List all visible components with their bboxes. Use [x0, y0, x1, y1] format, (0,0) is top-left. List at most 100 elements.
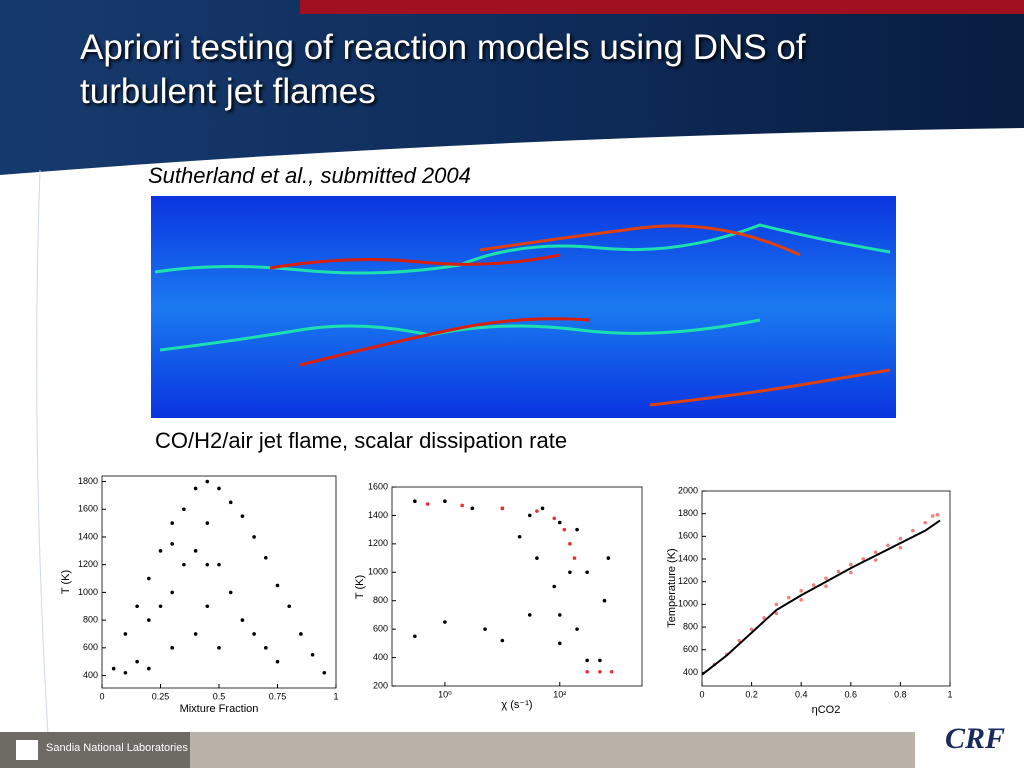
- point: [606, 556, 611, 560]
- point: [158, 549, 163, 553]
- line: [701, 519, 941, 676]
- point: [535, 556, 539, 560]
- organization: Sandia National Laboratories: [46, 742, 188, 754]
- decor-curve: [36, 169, 51, 768]
- point: [500, 638, 505, 643]
- logo: CRF: [945, 722, 1006, 755]
- point: [205, 604, 210, 609]
- point: [923, 520, 927, 525]
- flame-fronts: [154, 223, 891, 407]
- point: [824, 576, 828, 581]
- x-tick-label: 1: [333, 691, 338, 701]
- point: [774, 602, 779, 607]
- y-tick-label: 1000: [368, 567, 388, 577]
- point: [568, 542, 572, 546]
- x-tick-label: 0: [99, 691, 104, 701]
- slide-title: Apriori testing of reaction models using…: [80, 28, 806, 111]
- point: [135, 659, 139, 664]
- point: [762, 616, 766, 620]
- y-tick-label: 800: [373, 595, 388, 605]
- y-tick-label: 1000: [678, 599, 698, 609]
- y-tick-label: 1200: [678, 576, 698, 586]
- point: [811, 583, 816, 587]
- point: [193, 486, 198, 491]
- x-axis-label: χ (s⁻¹): [501, 699, 532, 711]
- point: [799, 598, 803, 602]
- point: [205, 562, 210, 567]
- point: [836, 569, 841, 574]
- point: [737, 638, 741, 643]
- y-tick-label: 1200: [368, 538, 388, 548]
- flame-image: [151, 196, 896, 418]
- point: [413, 634, 417, 639]
- point: [898, 545, 903, 550]
- point: [299, 632, 303, 636]
- point: [575, 627, 579, 631]
- point: [799, 588, 803, 593]
- y-tick-label: 1600: [78, 504, 98, 514]
- x-tick-label: 0.8: [894, 689, 907, 699]
- point: [111, 666, 116, 671]
- caption: CO/H2/air jet flame, scalar dissipation …: [155, 428, 568, 453]
- point: [575, 527, 579, 532]
- y-tick-label: 600: [373, 624, 388, 634]
- point: [861, 557, 865, 561]
- x-tick-label: 0.25: [152, 691, 170, 701]
- x-tick-label: 0.5: [213, 691, 226, 701]
- y-axis-label: T (K): [60, 570, 72, 594]
- y-tick-label: 400: [373, 652, 388, 662]
- point: [500, 506, 505, 511]
- plot-frame: [101, 475, 337, 689]
- point: [413, 499, 417, 504]
- point: [443, 620, 447, 624]
- point: [787, 595, 791, 600]
- point: [930, 514, 935, 518]
- point: [935, 513, 940, 517]
- y-tick-label: 1000: [78, 587, 98, 597]
- point: [568, 570, 572, 575]
- y-axis-label: T (K): [354, 575, 366, 599]
- point: [193, 632, 198, 636]
- point: [170, 521, 174, 525]
- point: [170, 542, 174, 546]
- point: [228, 590, 233, 595]
- point: [557, 613, 562, 617]
- point: [470, 506, 475, 511]
- point: [873, 550, 878, 555]
- point: [585, 658, 589, 663]
- point: [147, 576, 151, 581]
- point: [585, 570, 589, 575]
- point: [170, 646, 174, 650]
- point: [158, 604, 163, 609]
- point: [264, 555, 268, 560]
- point: [527, 513, 532, 518]
- point: [873, 558, 878, 562]
- y-tick-label: 400: [683, 667, 698, 677]
- x-tick-label: 0.6: [845, 689, 858, 699]
- y-tick-label: 1400: [368, 510, 388, 520]
- y-tick-label: 800: [83, 614, 98, 624]
- point: [886, 543, 890, 548]
- point: [443, 499, 447, 504]
- x-axis-label: ηCO2: [812, 704, 841, 716]
- point: [322, 670, 327, 675]
- point: [135, 604, 139, 609]
- point: [749, 627, 754, 632]
- point: [557, 641, 562, 646]
- sandia-mark: [16, 740, 38, 760]
- point: [123, 632, 128, 636]
- point: [205, 479, 210, 484]
- header-strip: [300, 0, 1024, 14]
- point: [598, 658, 602, 663]
- point: [598, 669, 602, 674]
- point: [517, 534, 522, 539]
- point: [275, 583, 280, 588]
- point: [252, 535, 256, 539]
- x-tick-label: 10²: [553, 689, 566, 699]
- point: [774, 611, 779, 616]
- header-band: [0, 0, 1024, 175]
- point: [898, 536, 903, 541]
- point: [252, 632, 256, 636]
- point: [182, 562, 186, 567]
